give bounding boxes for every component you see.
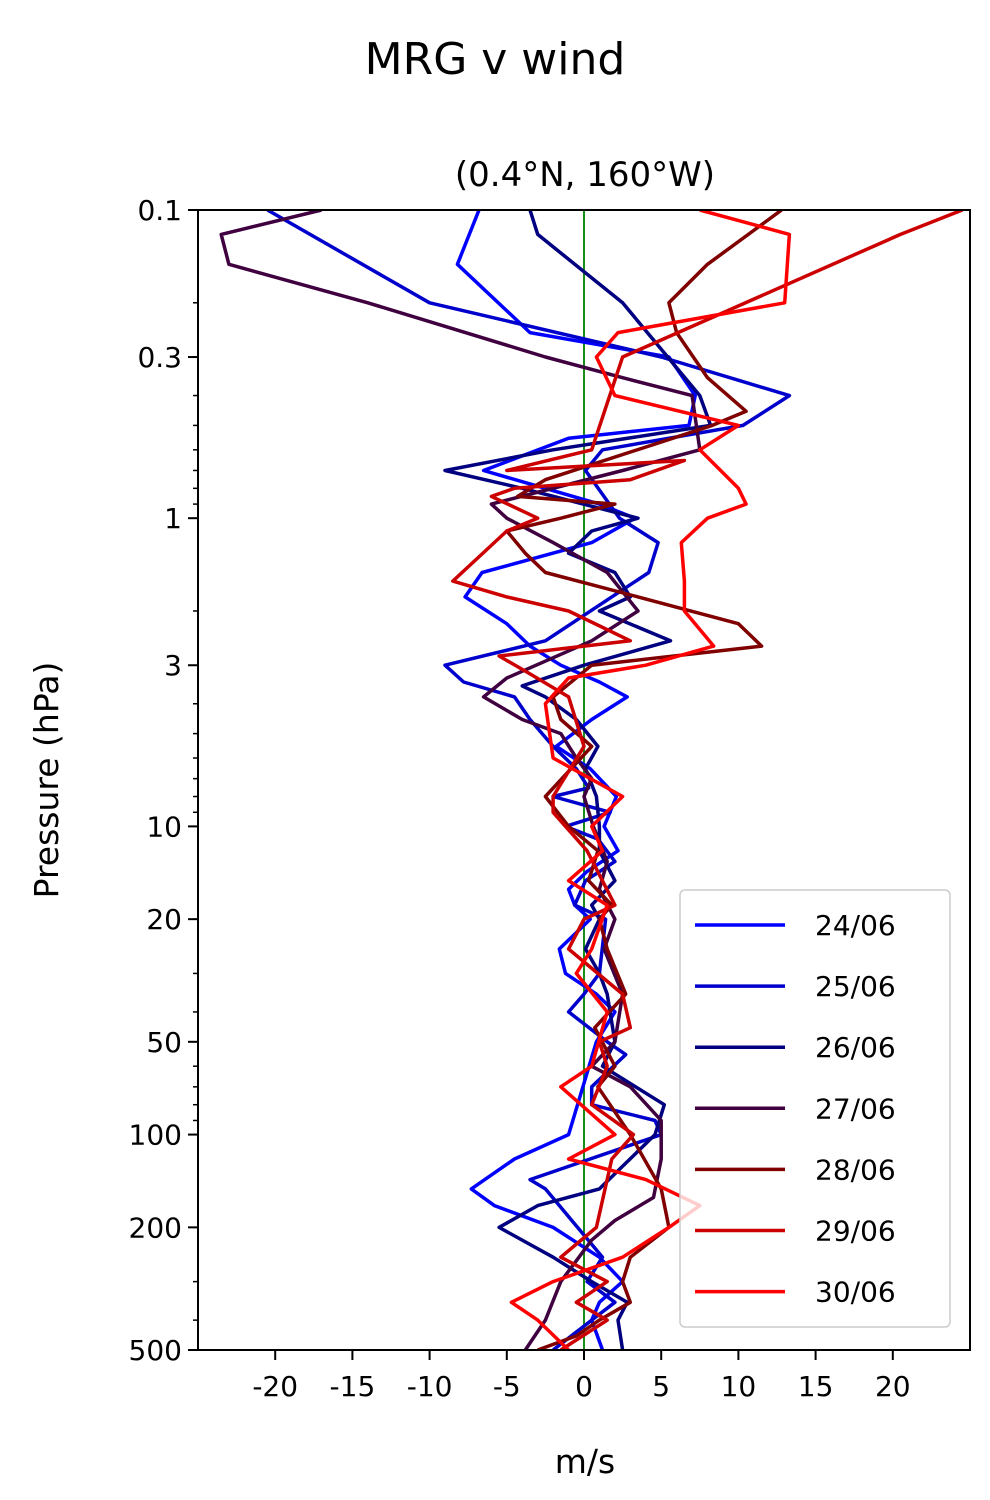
y-tick-label: 200 (129, 1211, 182, 1244)
chart-title: (0.4°N, 160°W) (455, 155, 715, 195)
y-tick-label: 500 (129, 1334, 182, 1367)
y-axis-label: Pressure (hPa) (27, 662, 66, 899)
x-tick-label: 10 (721, 1370, 757, 1403)
y-tick-label: 3 (164, 649, 182, 682)
legend-label-7: 30/06 (815, 1276, 896, 1309)
y-tick-label: 50 (146, 1026, 182, 1059)
x-tick-label: 0 (575, 1370, 593, 1403)
y-tick-label: 100 (129, 1119, 182, 1152)
y-tick-label: 10 (146, 810, 182, 843)
x-axis-label: m/s (555, 1442, 615, 1481)
y-tick-label: 1 (164, 502, 182, 535)
x-tick-label: 20 (875, 1370, 911, 1403)
x-tick-label: -10 (407, 1370, 453, 1403)
legend-label-4: 27/06 (815, 1092, 896, 1125)
x-tick-label: 5 (652, 1370, 670, 1403)
x-tick-label: 15 (798, 1370, 834, 1403)
series-line-1 (455, 210, 697, 1350)
figure-suptitle: MRG v wind (365, 34, 626, 85)
legend-label-1: 24/06 (815, 909, 896, 942)
y-tick-label: 20 (146, 903, 182, 936)
legend-label-2: 25/06 (815, 970, 896, 1003)
legend: 24/06 25/06 26/06 27/06 28/06 29/06 30/06 (679, 889, 951, 1328)
legend-label-3: 26/06 (815, 1031, 896, 1064)
legend-box (679, 889, 951, 1328)
x-tick-label: -5 (493, 1370, 521, 1403)
x-tick-label: -20 (252, 1370, 298, 1403)
y-tick-label: 0.1 (137, 194, 182, 227)
x-tick-label: -15 (330, 1370, 376, 1403)
series-line-6 (451, 210, 963, 1350)
legend-label-6: 29/06 (815, 1215, 896, 1248)
y-tick-label: 0.3 (137, 341, 182, 374)
legend-label-5: 28/06 (815, 1153, 896, 1186)
series-line-5 (505, 210, 783, 1350)
